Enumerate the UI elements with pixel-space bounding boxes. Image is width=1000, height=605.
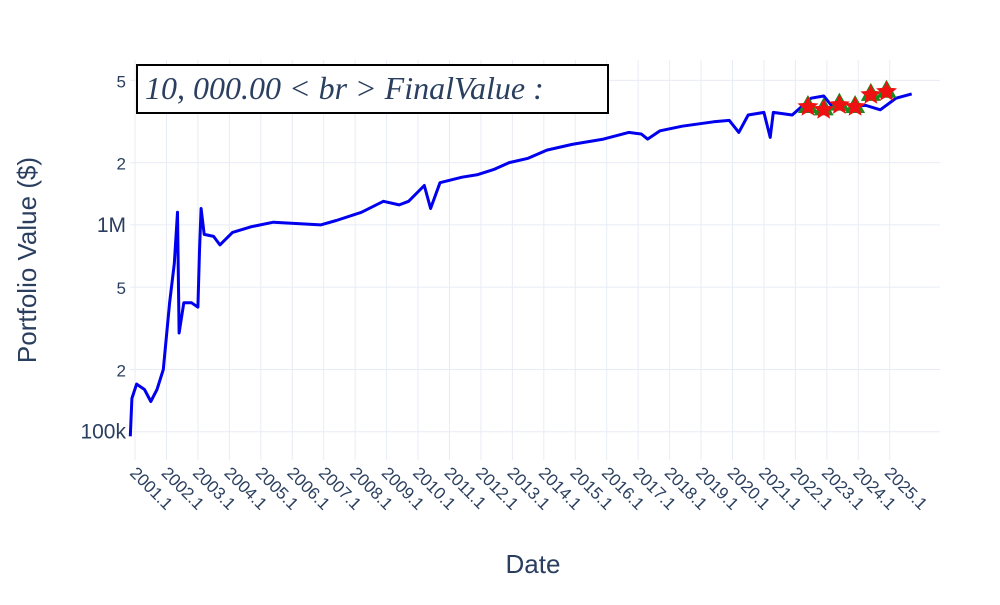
- y-tick-label: 2: [117, 155, 126, 174]
- y-tick-label: 1M: [97, 214, 126, 237]
- star-marker: [813, 98, 835, 119]
- star-marker: [860, 83, 882, 104]
- y-tick-label: 100k: [80, 421, 126, 444]
- portfolio-line: [128, 92, 913, 437]
- star-marker: [876, 80, 897, 101]
- star-marker: [844, 95, 866, 116]
- y-axis-title: Portfolio Value ($): [12, 157, 42, 363]
- star-marker: [828, 94, 850, 114]
- y-tick-label: 5: [117, 279, 126, 298]
- chart-title: 10, 000.00 < br > FinalValue :: [145, 70, 544, 106]
- star-marker: [797, 95, 819, 116]
- x-axis-title: Date: [506, 549, 561, 579]
- y-tick-label: 5: [117, 72, 126, 91]
- title-box: [136, 64, 609, 114]
- plot-area: 2001.12002.12003.12004.12005.12006.12007…: [80, 60, 940, 514]
- y-tick-label: 2: [117, 361, 126, 380]
